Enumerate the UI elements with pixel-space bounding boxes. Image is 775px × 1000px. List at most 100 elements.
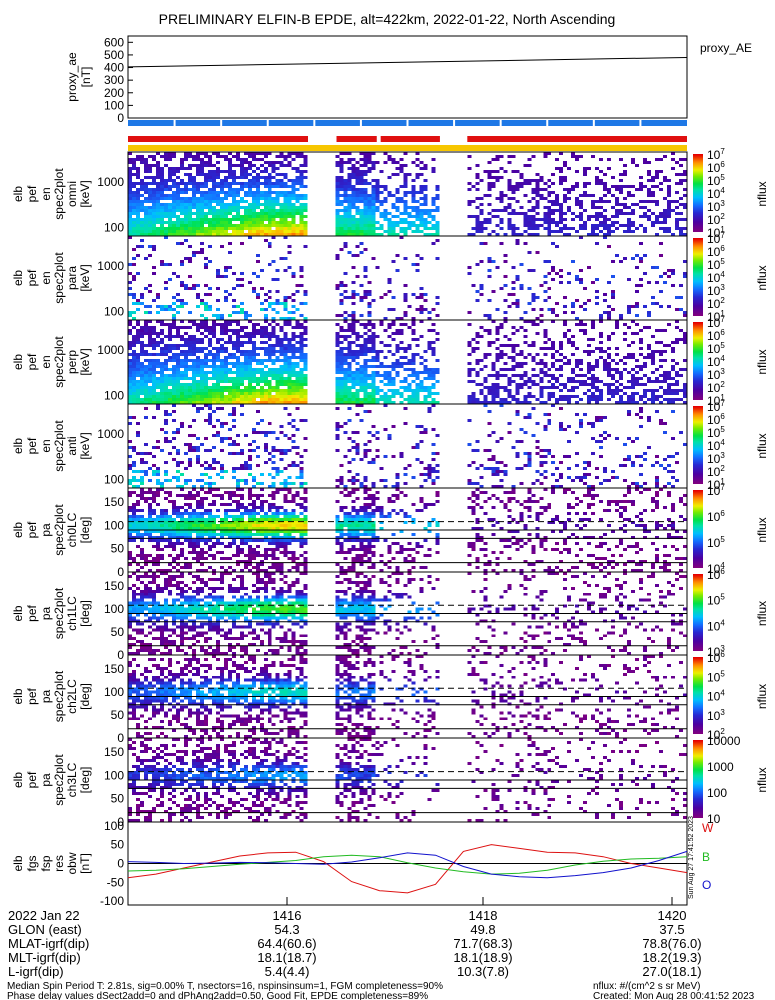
pitch-angle-3-colorbar-tick: 100: [707, 786, 727, 800]
xaxis-value: 10.3(7.8): [457, 964, 509, 979]
pitch-angle-2-colorbar-label: nflux: [755, 684, 769, 709]
fgs-legend-B: B: [702, 850, 710, 864]
colorbar-pitch-angle-1: [693, 574, 703, 651]
spectrogram-3-colorbar-tick: 104: [707, 354, 725, 369]
pitch-angle-0-ylabel: pa: [39, 523, 53, 537]
pitch-angle-3-colorbar-tick: 10000: [707, 734, 741, 748]
spectrogram-2-colorbar-label: nflux: [755, 265, 769, 290]
proxy-ae-ytick: 400: [104, 61, 124, 75]
proxy-ae-ytick: 600: [104, 35, 124, 49]
pitch-angle-2-ytick: 100: [104, 685, 124, 699]
pitch-angle-2-colorbar-tick: 106: [707, 650, 725, 665]
fgs-ylabel: fgs: [25, 855, 39, 871]
footer-line-1: Median Spin Period T: 2.81s, sig=0.00% T…: [7, 981, 443, 992]
spectrogram-4-ylabel: en: [39, 439, 53, 452]
proxy-ae-legend: proxy_AE: [700, 41, 752, 55]
spectrogram-4-colorbar-tick: 106: [707, 412, 725, 427]
pitch-angle-3-colorbar-label: nflux: [755, 767, 769, 792]
spectrogram-3-ylabel: spec2plot: [52, 336, 66, 388]
spectrogram-2-ylabel: elb: [11, 270, 25, 286]
colorbar-pitch-angle-0: [693, 490, 703, 568]
spectrogram-1-ytick: 1000: [97, 175, 124, 189]
orbit-bar-red: [380, 136, 440, 142]
pitch-angle-2-colorbar-tick: 102: [707, 727, 725, 742]
xaxis-value: 64.4(60.6): [257, 936, 316, 951]
pitch-angle-3-ytick: 100: [104, 768, 124, 782]
xaxis-value: 49.8: [470, 922, 495, 937]
spectrogram-1-ylabel: elb: [11, 186, 25, 202]
xaxis-value: 1420: [658, 908, 687, 923]
spectrogram-2-ylabel: en: [39, 271, 53, 284]
spectrogram-3-colorbar-label: nflux: [755, 349, 769, 374]
fgs-legend-O: O: [702, 878, 711, 892]
fgs-ylabel: res: [52, 855, 66, 872]
pitch-angle-2-colorbar-tick: 105: [707, 669, 725, 684]
fgs-series-O: [127, 850, 688, 879]
xaxis-row-4-label: L-igrf(dip): [8, 964, 64, 979]
spectrogram-3-ylabel: [keV]: [78, 348, 92, 375]
pitch-angle-3-ylabel: elb: [11, 772, 25, 788]
spectrogram-2-ylabel: para: [65, 266, 79, 290]
xaxis-row-0-label: 2022 Jan 22: [8, 908, 80, 923]
pitch-angle-2-ylabel: pa: [39, 690, 53, 704]
xaxis-value: 1418: [469, 908, 498, 923]
spectrogram-4-colorbar-label: nflux: [755, 433, 769, 458]
colorbar-spectrogram-2: [693, 238, 703, 316]
pitch-angle-3-ylabel: pef: [25, 771, 39, 788]
pitch-angle-2-ytick: 150: [104, 662, 124, 676]
xaxis-value: 18.1(18.7): [257, 950, 316, 965]
pitch-angle-0-ytick: 0: [117, 565, 124, 579]
spectrogram-2-colorbar-tick: 106: [707, 244, 725, 259]
pitch-angle-1-colorbar-tick: 104: [707, 618, 725, 633]
spectrogram-1-ylabel: en: [39, 187, 53, 200]
proxy-ae-ytick: 500: [104, 48, 124, 62]
spectrogram-3-colorbar-tick: 106: [707, 328, 725, 343]
footer-created: Created: Mon Aug 28 00:41:52 2023: [593, 991, 755, 1000]
spectrogram-2-ytick: 100: [104, 305, 124, 319]
orbit-bar-red: [336, 136, 377, 142]
spectrogram-4-ylabel: elb: [11, 438, 25, 454]
orbit-bar-red: [128, 136, 308, 142]
pitch-angle-0-ylabel: [deg]: [78, 517, 92, 544]
spectrogram-3-ylabel: perp: [65, 350, 79, 374]
pitch-angle-3-colorbar-tick: 1000: [707, 760, 734, 774]
xaxis-value: 37.5: [659, 922, 684, 937]
spectrogram-1-ylabel: omni: [65, 181, 79, 207]
spectrogram-4-colorbar-tick: 103: [707, 451, 725, 466]
xaxis-value: 71.7(68.3): [453, 936, 512, 951]
heatmap-spectrogram-4: [128, 404, 687, 488]
pitch-angle-2-ylabel: pef: [25, 687, 39, 704]
spectrogram-3-colorbar-tick: 102: [707, 380, 725, 395]
timestamp-stamp: Sun Aug 27 17:41:52 2023: [688, 816, 695, 899]
fgs-ytick: -50: [107, 875, 125, 889]
spectrogram-1-ytick: 100: [104, 221, 124, 235]
colorbar-spectrogram-1: [693, 154, 703, 232]
fgs-ylabel: fsp: [39, 855, 53, 871]
pitch-angle-3-ylabel: ch3LC: [65, 762, 79, 797]
spectrogram-2-colorbar-tick: 101: [707, 309, 725, 324]
pitch-angle-1-ytick: 0: [117, 648, 124, 662]
pitch-angle-3-colorbar-tick: 10: [707, 812, 721, 826]
pitch-angle-1-ylabel: pef: [25, 604, 39, 621]
fgs-ytick: 100: [104, 819, 124, 833]
fgs-ylabel: obw: [65, 852, 79, 874]
pitch-angle-1-ytick: 100: [104, 602, 124, 616]
pitch-angle-1-ylabel: [deg]: [78, 600, 92, 627]
proxy-ae-ytick: 0: [117, 111, 124, 125]
fgs-legend-W: W: [702, 821, 714, 835]
spectrogram-4-colorbar-tick: 104: [707, 438, 725, 453]
spectrogram-1-colorbar-tick: 102: [707, 212, 725, 227]
pitch-angle-3-ylabel: spec2plot: [52, 754, 66, 806]
spectrogram-1-colorbar-tick: 107: [707, 147, 725, 162]
fgs-ytick: 50: [111, 838, 125, 852]
spectrogram-3-ytick: 100: [104, 389, 124, 403]
heatmap-spectrogram-2: [128, 236, 687, 320]
pitch-angle-2-ylabel: spec2plot: [52, 670, 66, 722]
pitch-angle-1-ylabel: ch1LC: [65, 596, 79, 631]
xaxis-value: 78.8(76.0): [642, 936, 701, 951]
fgs-series-W: [127, 844, 688, 894]
spectrogram-2-colorbar-tick: 102: [707, 296, 725, 311]
colorbar-spectrogram-4: [693, 406, 703, 484]
pitch-angle-2-ylabel: [deg]: [78, 683, 92, 710]
